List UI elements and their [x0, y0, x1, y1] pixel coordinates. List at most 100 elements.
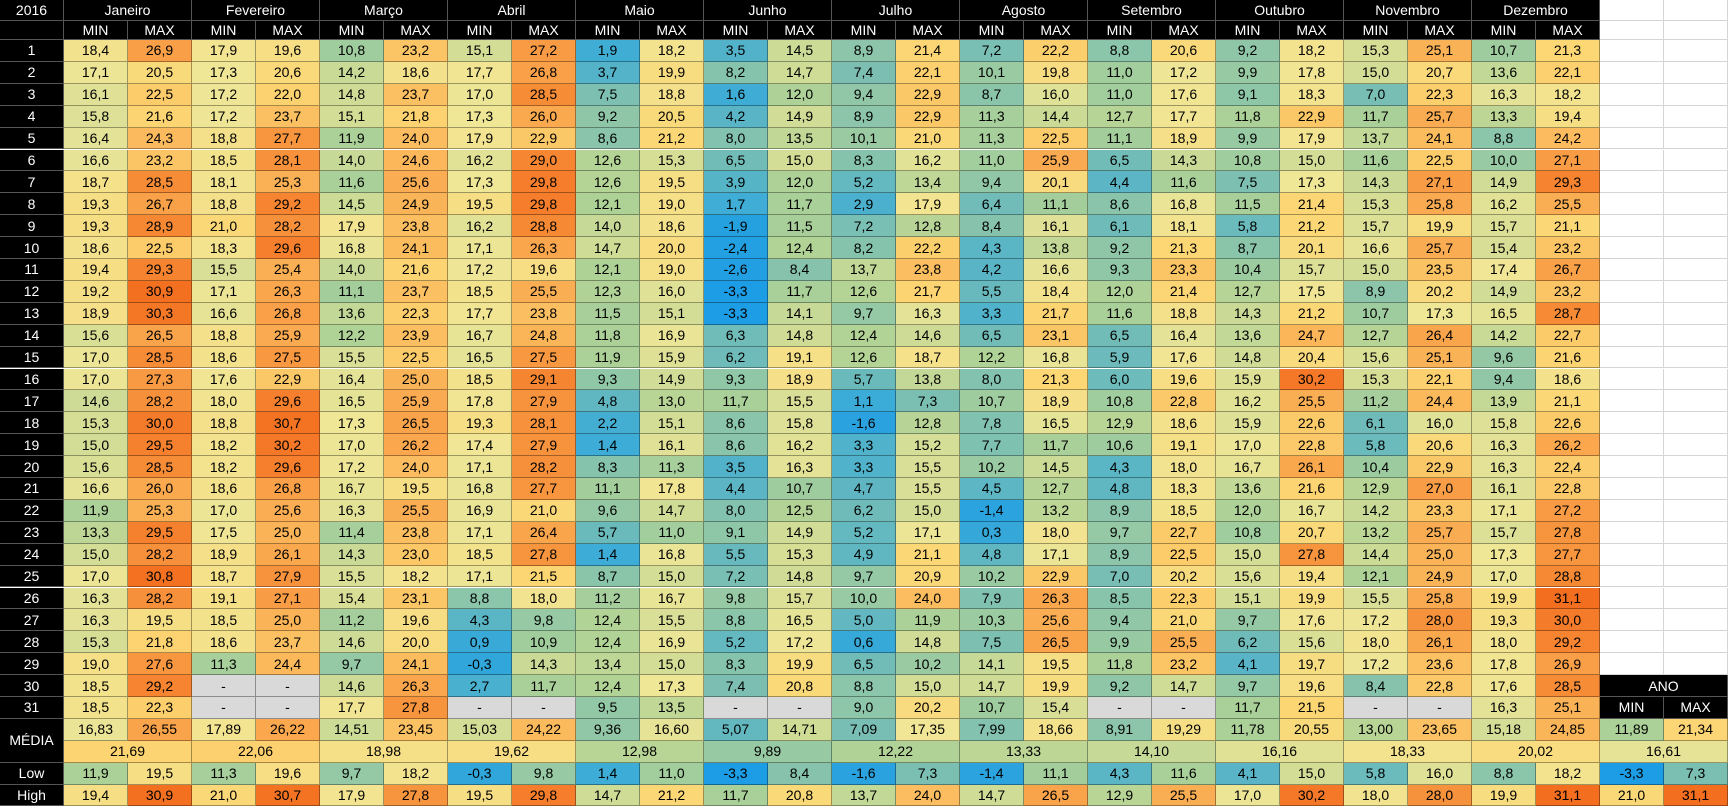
temp-cell: 25,6 [256, 499, 320, 522]
high-cell: 19,4 [64, 784, 128, 807]
high-cell: 31,1 [1536, 784, 1600, 807]
temp-cell: 4,3 [1088, 456, 1152, 478]
sub-header: MAX [1024, 21, 1088, 40]
temp-cell: 8,0 [704, 127, 768, 150]
temp-cell: 24,9 [384, 193, 448, 216]
temp-cell: 11,6 [1152, 171, 1216, 194]
low-cell: 16,0 [1408, 762, 1472, 785]
temp-cell: 16,3 [1472, 456, 1536, 478]
temp-cell: 15,4 [1472, 237, 1536, 259]
temp-cell: 5,0 [832, 609, 896, 632]
ano-media-avg: 16,61 [1600, 740, 1728, 763]
temp-cell: 19,6 [1152, 368, 1216, 391]
empty-cell [1664, 324, 1728, 347]
temp-cell: 10,7 [768, 478, 832, 500]
temp-cell: 23,2 [1536, 280, 1600, 303]
temp-cell: 19,0 [64, 653, 128, 676]
day-label: 29 [0, 653, 64, 676]
low-cell: 11,1 [1024, 762, 1088, 785]
temp-cell: 15,1 [448, 40, 512, 62]
temp-cell: 15,5 [1344, 587, 1408, 610]
empty-cell [1600, 653, 1664, 676]
temp-cell: 17,3 [320, 412, 384, 435]
temp-cell: 9,2 [1088, 237, 1152, 259]
temp-cell: 14,5 [320, 193, 384, 216]
temp-cell: 29,5 [128, 434, 192, 457]
temp-cell: 13,4 [896, 171, 960, 194]
temp-cell: 4,1 [1216, 653, 1280, 676]
temp-cell: 9,7 [320, 653, 384, 676]
temp-cell: 25,7 [1408, 237, 1472, 259]
temp-cell: 10,8 [1216, 149, 1280, 172]
temp-cell: 6,3 [704, 324, 768, 347]
media-cell: 8,91 [1088, 718, 1152, 741]
temp-cell: 7,4 [704, 675, 768, 697]
temp-cell: 11,9 [896, 609, 960, 632]
temp-cell: 24,4 [1408, 390, 1472, 413]
temp-cell: 19,3 [64, 193, 128, 216]
temp-cell: 17,6 [1472, 675, 1536, 697]
temp-cell: 28,9 [128, 215, 192, 238]
temp-cell: 10,7 [960, 697, 1024, 719]
temp-cell: 28,5 [512, 83, 576, 106]
empty-cell [1600, 434, 1664, 457]
temp-cell: 19,4 [1536, 105, 1600, 128]
temp-cell: 16,3 [1472, 434, 1536, 457]
temp-cell: 11,0 [1088, 61, 1152, 84]
temp-cell: 17,3 [1280, 171, 1344, 194]
temp-cell: 22,9 [896, 83, 960, 106]
temp-cell: 10,8 [1216, 521, 1280, 544]
temp-cell: 12,4 [576, 609, 640, 632]
temp-cell: 11,3 [192, 653, 256, 676]
temp-cell: 15,6 [64, 324, 128, 347]
temp-cell: 9,9 [1216, 61, 1280, 84]
temp-cell: 25,1 [1536, 697, 1600, 719]
temp-cell: 23,2 [384, 40, 448, 62]
temp-cell: 15,0 [896, 499, 960, 522]
temp-cell: 18,6 [640, 215, 704, 238]
temp-cell: 9,3 [576, 368, 640, 391]
temp-cell: 25,0 [256, 609, 320, 632]
temp-cell: 10,1 [832, 127, 896, 150]
low-cell: 11,9 [64, 762, 128, 785]
month-header: Outubro [1216, 0, 1344, 21]
temp-cell: 16,2 [768, 434, 832, 457]
temp-cell: 28,7 [1536, 302, 1600, 325]
temp-cell: 30,9 [128, 280, 192, 303]
temp-cell: 10,7 [960, 390, 1024, 413]
year-header: 2016 [0, 0, 64, 21]
temp-cell: 20,1 [1024, 171, 1088, 194]
temp-cell: 13,2 [1344, 521, 1408, 544]
media-cell: 7,99 [960, 718, 1024, 741]
temp-cell: 9,7 [1088, 521, 1152, 544]
temp-cell: 29,8 [512, 193, 576, 216]
temp-cell: 8,8 [448, 587, 512, 610]
temp-cell: 6,5 [704, 149, 768, 172]
temp-cell: 27,1 [1408, 171, 1472, 194]
empty-cell [1664, 21, 1728, 40]
temp-cell: 21,6 [384, 259, 448, 281]
temp-cell: 19,3 [1472, 609, 1536, 632]
high-cell: 13,7 [832, 784, 896, 807]
media-avg-cell: 16,16 [1216, 740, 1344, 763]
temp-cell: 29,3 [1536, 171, 1600, 194]
media-cell: 24,85 [1536, 718, 1600, 741]
temp-cell: 17,9 [320, 215, 384, 238]
temp-cell: 22,8 [1152, 390, 1216, 413]
temp-cell: 25,8 [1408, 587, 1472, 610]
temp-cell: 1,9 [576, 40, 640, 62]
empty-cell [1600, 368, 1664, 391]
temp-cell: 30,0 [1536, 609, 1600, 632]
temp-cell: 27,5 [512, 346, 576, 369]
temp-cell: 17,0 [448, 83, 512, 106]
sub-header: MIN [1216, 21, 1280, 40]
temp-cell: 21,8 [128, 631, 192, 654]
temp-cell: 27,6 [128, 653, 192, 676]
high-cell: 14,7 [576, 784, 640, 807]
month-header: Março [320, 0, 448, 21]
temp-cell: 8,2 [832, 237, 896, 259]
temp-cell: 19,5 [1024, 653, 1088, 676]
temp-cell: 22,1 [1408, 368, 1472, 391]
low-cell: 15,0 [1280, 762, 1344, 785]
temp-cell: 19,9 [1280, 587, 1344, 610]
